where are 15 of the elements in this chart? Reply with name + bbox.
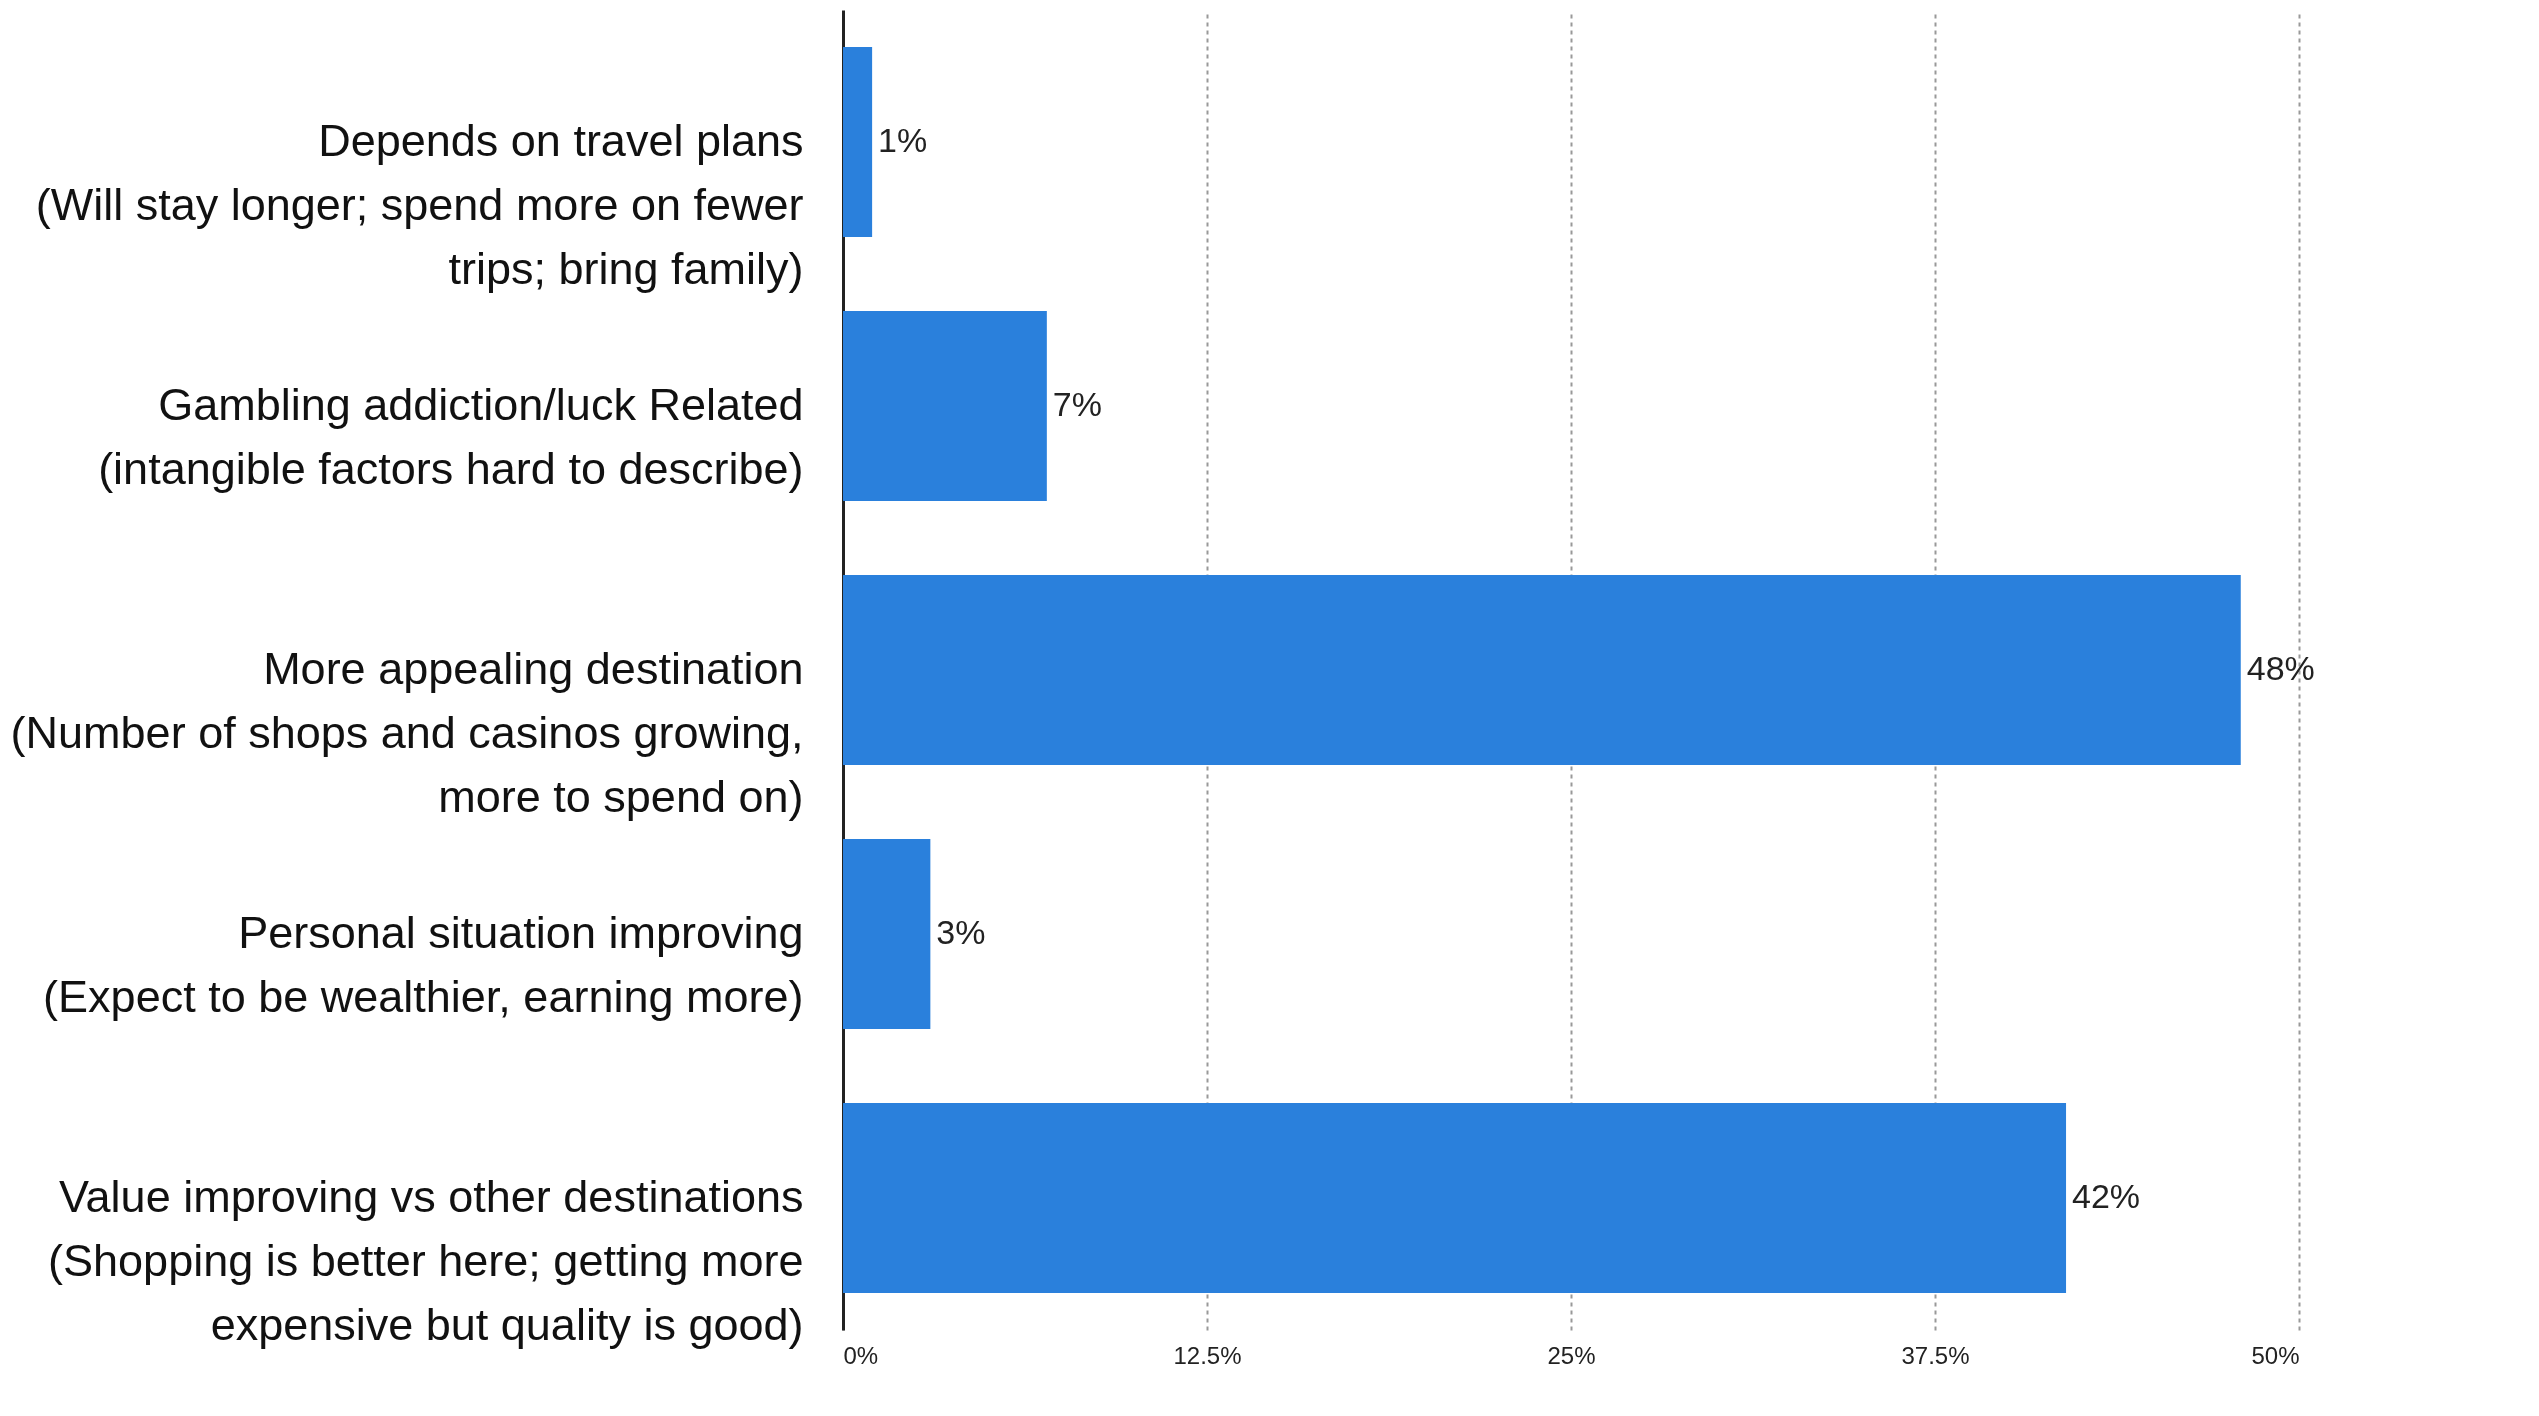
y-tick-label: Gambling addiction/luck Related (intangible factors hard to describe) — [98, 379, 804, 494]
x-tick-label: 37.5% — [1901, 1341, 1970, 1369]
data-label: 3% — [936, 913, 986, 951]
y-tick-label: Personal situation improving (Expect to be wealthier, earning more) — [43, 907, 804, 1022]
data-label: 1% — [878, 121, 928, 159]
x-tick-label: 25% — [1547, 1341, 1596, 1369]
data-label: 48% — [2246, 649, 2315, 687]
data-label: 7% — [1052, 385, 1102, 423]
x-tick-label: 50% — [2251, 1341, 2300, 1369]
x-tick-label: 0% — [843, 1341, 879, 1369]
y-tick-label: More appealing destination (Number of shops and casinos growing, more to spend on) — [10, 643, 804, 822]
x-tick-label: 12.5% — [1173, 1341, 1242, 1369]
y-tick-label: Depends on travel plans (Will stay longer; spend more on fewer trips; bring family) — [35, 115, 804, 294]
y-tick-label: Value improving vs other destinations (Shopping is better here; getting more expensive but quality is good) — [48, 1171, 804, 1350]
data-label: 42% — [2072, 1177, 2141, 1215]
